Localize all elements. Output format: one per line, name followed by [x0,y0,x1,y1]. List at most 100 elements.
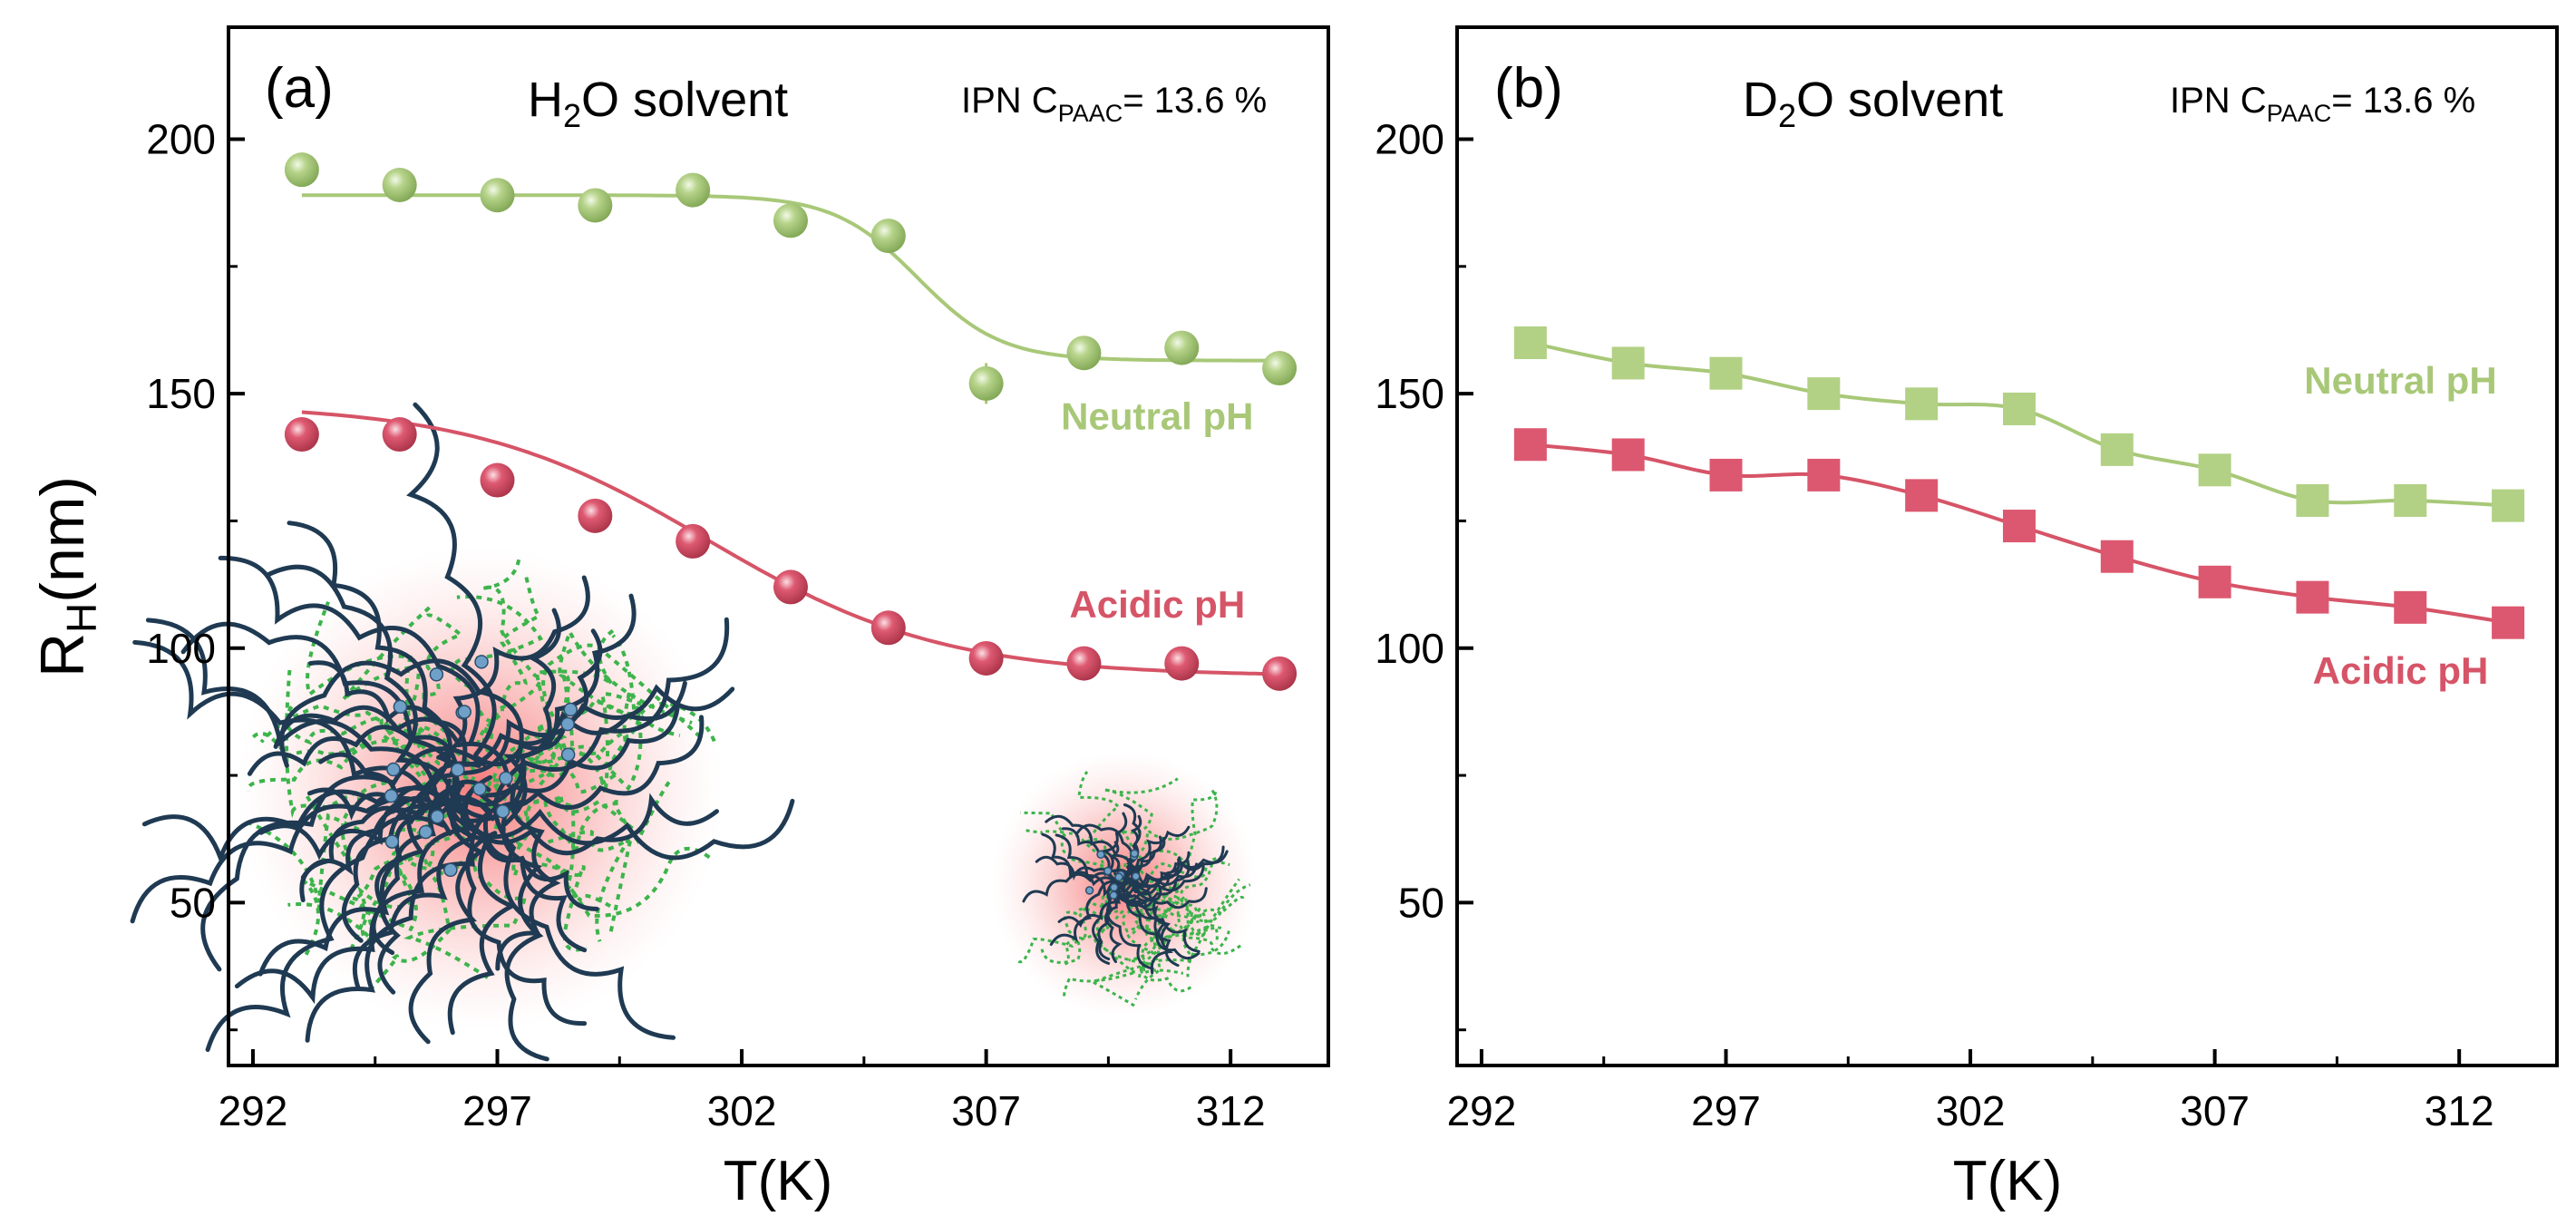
panel-label-a: (a) [265,57,334,120]
crosslink-node [1096,850,1105,860]
network-chain [444,778,518,1036]
data-point [1709,356,1743,390]
crosslink-node [1114,872,1123,881]
network-chain [264,564,457,826]
network-chain [1135,878,1174,975]
network-chain [180,621,461,817]
series-neutral: Neutral pH [1513,326,2525,522]
crosslink-node [1084,886,1094,895]
network-chain [465,831,588,1027]
crosslink-node [563,702,578,717]
plot-frame-a [227,25,1330,1067]
data-point [1164,330,1200,365]
panel-label-b: (b) [1494,57,1563,120]
data-point [2296,580,2329,614]
data-point [578,188,613,223]
y-tick-label: 200 [1375,115,1444,162]
y-tick-label: 150 [1375,370,1444,417]
network-chain [218,555,481,746]
series-acidic: Acidic pH [284,410,1298,691]
data-point [284,152,319,188]
y-tick-label: 200 [146,115,216,162]
crosslink-node [499,771,513,785]
x-tick-label: 297 [1691,1087,1761,1134]
dotted-chain [1103,777,1179,875]
x-axis-title-a: T(K) [724,1150,833,1212]
dotted-chain [1128,910,1184,977]
network-chain [1105,877,1154,970]
network-chain [1112,835,1162,896]
data-point [2198,565,2231,598]
crosslink-node [472,782,487,796]
solvent-label-a: H2O solvent [528,73,788,134]
data-point [1262,656,1298,691]
y-tick-label: 100 [146,625,216,672]
network-chain [484,608,561,798]
y-tick-label: 50 [170,879,216,926]
x-tick-label: 312 [2425,1087,2494,1134]
data-point [676,172,711,208]
dotted-chain [543,778,673,856]
crosslink-node [474,655,489,669]
crosslink-node [1130,849,1139,858]
data-point [1066,336,1102,371]
dotted-chain [487,628,615,790]
dotted-chain [302,811,465,958]
dotted-chain [1024,828,1104,868]
data-point [1709,458,1743,491]
network-chain [258,780,438,977]
network-chain [300,799,470,881]
data-point [2492,606,2525,639]
data-point [2296,483,2329,517]
data-point [968,640,1004,676]
network-chain [406,402,497,757]
data-point [2100,433,2134,466]
dotted-chain [287,804,457,943]
dotted-chain [485,786,631,942]
network-chain [449,798,795,861]
network-chain [305,799,529,1043]
network-chain [1119,894,1201,953]
dotted-chain [451,595,544,754]
series-label-neutral: Neutral pH [1061,394,1253,437]
data-point [1611,438,1645,472]
data-point [870,219,906,254]
network-chain [1045,814,1134,878]
y-tick-label: 100 [1375,625,1444,672]
fit-curve-neutral [301,193,1280,363]
data-point [968,365,1004,401]
crosslink-node [451,763,465,777]
data-point [2394,483,2427,517]
series-label-acidic: Acidic pH [1069,583,1245,626]
swollen-nanogel-illustration [130,402,795,1062]
dotted-chain [1149,889,1245,924]
network-chain [495,783,561,971]
network-chain [1113,837,1166,880]
x-axis-title-b: T(K) [1953,1150,2063,1212]
crosslink-node [430,809,444,824]
network-chain [492,760,676,1040]
network-chain [1041,832,1121,887]
x-tick-label: 292 [219,1087,288,1134]
series-label-neutral: Neutral pH [2304,359,2496,402]
plot-frame-b [1455,25,2559,1067]
series-acidic: Acidic pH [1513,428,2525,692]
data-point [1807,458,1841,491]
network-chain [463,793,719,856]
dotted-chain [1077,771,1122,870]
x-tick-label: 302 [1936,1087,2006,1134]
data-point [2198,453,2231,487]
dotted-chain [357,828,477,944]
crosslink-node [1131,871,1141,881]
data-point [676,523,711,559]
ipn-label-b: IPN CPAAC= 13.6 % [2170,81,2475,127]
network-chain [1113,860,1191,902]
dotted-chain [284,669,437,819]
x-tick-label: 302 [707,1087,777,1134]
dotted-chain [1040,895,1105,964]
data-point [870,610,906,646]
data-point [1905,479,1939,512]
dotted-chain [1063,910,1140,1000]
network-chain [1035,855,1114,881]
network-chain [1122,891,1168,943]
